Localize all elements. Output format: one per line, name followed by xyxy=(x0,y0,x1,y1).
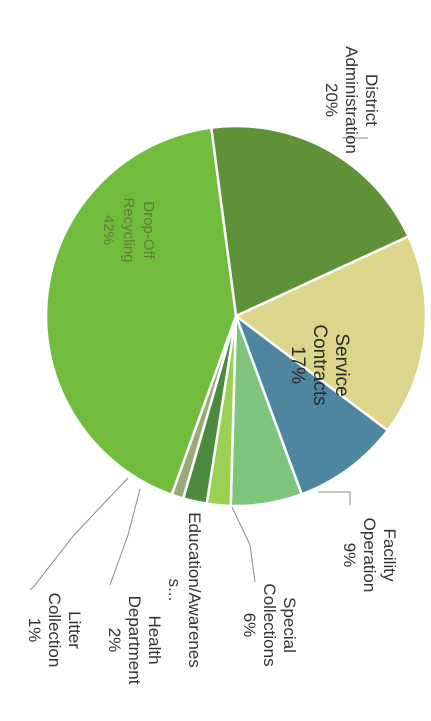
pie-slice-drop-off-recycling xyxy=(44,126,238,497)
slice-label-line: 2% xyxy=(105,628,124,653)
slice-label-line: Special xyxy=(280,597,299,653)
leader-line-health-department xyxy=(109,488,141,586)
slice-label-education-awareness: Education/Awareness... xyxy=(165,512,204,668)
slice-label-line: District xyxy=(362,74,381,126)
leader-line-facility-operation xyxy=(318,491,351,505)
slice-label-line: 1% xyxy=(25,618,44,643)
leader-lines xyxy=(29,137,368,591)
slice-label-line: 6% xyxy=(240,613,259,638)
slice-label-line: Education/Awarenes xyxy=(185,512,204,668)
slice-label-line: Litter xyxy=(65,611,84,649)
slice-label-line: 20% xyxy=(322,83,341,117)
leader-line-special-collections xyxy=(231,506,256,583)
slice-label-line: Facility xyxy=(380,529,399,582)
leader-line-litter-collection xyxy=(29,477,129,591)
slice-label-line: 17% xyxy=(287,346,308,384)
slice-label-line: Health xyxy=(145,615,164,664)
slice-label-line: Administration xyxy=(342,46,361,154)
slice-label-line: Collections xyxy=(260,583,279,666)
slice-label-line: Contracts xyxy=(309,324,330,405)
pie-slice-facility-operation xyxy=(233,312,390,496)
slice-label-line: Drop-Off xyxy=(140,201,157,259)
slice-label-line: Collection xyxy=(45,593,64,668)
slice-label-line: Department xyxy=(125,596,144,685)
pie-slice-district-administration xyxy=(209,124,411,318)
slice-label-line: s... xyxy=(165,579,184,602)
slice-label-line: Recycling xyxy=(120,197,137,262)
slice-label-line: 9% xyxy=(340,543,359,568)
pie-slice-service-contracts xyxy=(233,234,428,433)
slice-label-line: 42% xyxy=(100,215,117,245)
slice-label-line: Service xyxy=(331,333,352,396)
slice-label-line: Operation xyxy=(360,518,379,593)
pie-slices xyxy=(44,124,428,508)
